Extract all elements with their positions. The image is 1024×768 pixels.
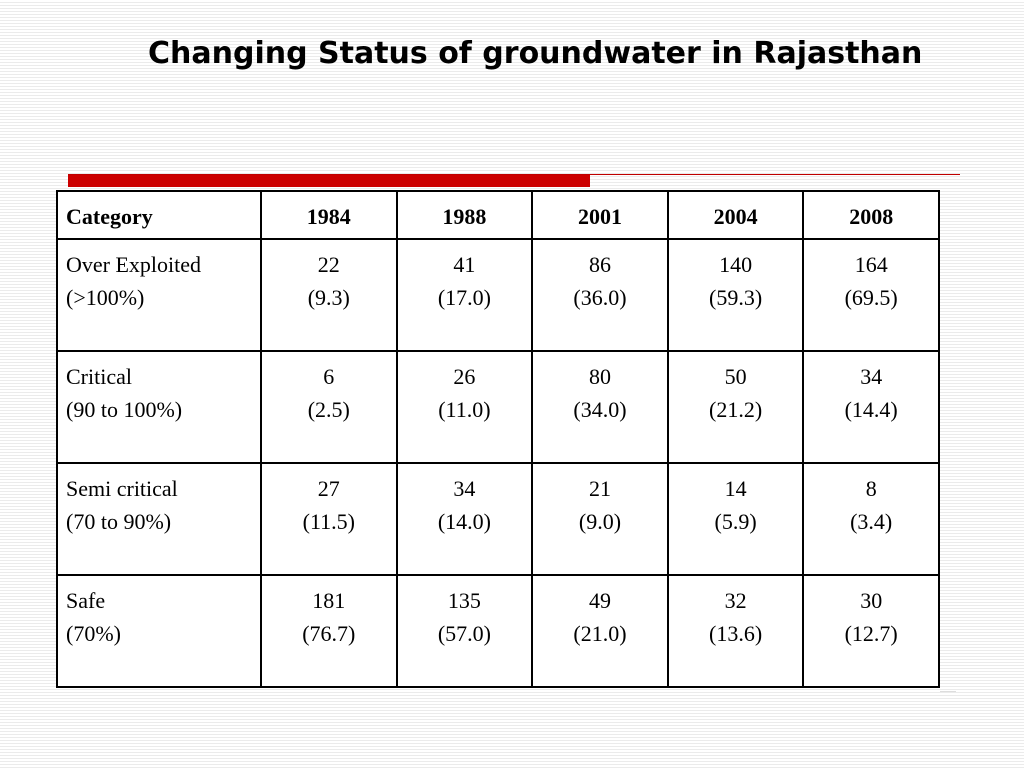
table-row-semi-critical: Semi critical (70 to 90%) 27 (11.5) 34 (… [56, 462, 940, 576]
value-cell: 86 (36.0) [531, 238, 669, 352]
percent-value: (5.9) [714, 509, 757, 534]
count-value: 32 [724, 588, 747, 613]
value-cell: 41 (17.0) [395, 238, 534, 352]
percent-value: (11.5) [302, 509, 355, 534]
value-cell: 80 (34.0) [531, 350, 669, 464]
category-name: Semi critical [66, 476, 178, 501]
table-row-over-exploited: Over Exploited (>100%) 22 (9.3) 41 (17.0… [56, 238, 940, 352]
category-name: Critical [66, 364, 132, 389]
category-name: Over Exploited [66, 252, 202, 277]
header-1984: 1984 [260, 190, 398, 240]
value-cell: 181 (76.7) [260, 574, 398, 688]
value-cell: 6 (2.5) [260, 350, 398, 464]
count-value: 181 [312, 588, 346, 613]
category-cell: Critical (90 to 100%) [56, 350, 262, 464]
count-value: 164 [854, 252, 888, 277]
count-value: 80 [588, 364, 611, 389]
value-cell: 8 (3.4) [802, 462, 940, 576]
count-value: 14 [724, 476, 747, 501]
category-cell: Safe (70%) [56, 574, 262, 688]
value-cell: 26 (11.0) [395, 350, 534, 464]
percent-value: (59.3) [709, 285, 763, 310]
count-value: 34 [860, 364, 883, 389]
value-cell: 21 (9.0) [531, 462, 669, 576]
header-2008: 2008 [802, 190, 940, 240]
header-category: Category [56, 190, 262, 240]
percent-value: (14.0) [437, 509, 491, 534]
percent-value: (12.7) [844, 621, 898, 646]
count-value: 50 [724, 364, 747, 389]
header-1988: 1988 [395, 190, 534, 240]
value-cell: 50 (21.2) [666, 350, 805, 464]
value-cell: 34 (14.4) [802, 350, 940, 464]
percent-value: (2.5) [307, 397, 350, 422]
value-cell: 135 (57.0) [395, 574, 534, 688]
accent-rule-thin [68, 174, 960, 175]
count-value: 27 [317, 476, 340, 501]
accent-rule-thick [68, 175, 590, 187]
category-range: (70 to 90%) [66, 509, 172, 534]
percent-value: (14.4) [844, 397, 898, 422]
count-value: 135 [447, 588, 481, 613]
percent-value: (21.0) [573, 621, 627, 646]
count-value: 6 [323, 364, 335, 389]
count-value: 41 [453, 252, 476, 277]
value-cell: 32 (13.6) [666, 574, 805, 688]
count-value: 140 [719, 252, 753, 277]
value-cell: 164 (69.5) [802, 238, 940, 352]
value-cell: 22 (9.3) [260, 238, 398, 352]
groundwater-status-table: Category 1984 1988 2001 2004 2008 Over E… [56, 190, 940, 688]
table-row-critical: Critical (90 to 100%) 6 (2.5) 26 (11.0) … [56, 350, 940, 464]
percent-value: (17.0) [437, 285, 491, 310]
category-cell: Semi critical (70 to 90%) [56, 462, 262, 576]
count-value: 8 [865, 476, 877, 501]
slide-title: Changing Status of groundwater in Rajast… [148, 36, 923, 71]
percent-value: (9.3) [307, 285, 350, 310]
category-range: (90 to 100%) [66, 397, 183, 422]
category-cell: Over Exploited (>100%) [56, 238, 262, 352]
count-value: 22 [317, 252, 340, 277]
category-name: Safe [66, 588, 106, 613]
percent-value: (76.7) [302, 621, 356, 646]
count-value: 86 [588, 252, 611, 277]
count-value: 26 [453, 364, 476, 389]
percent-value: (34.0) [573, 397, 627, 422]
percent-value: (36.0) [573, 285, 627, 310]
value-cell: 14 (5.9) [666, 462, 805, 576]
bottom-rule [940, 691, 956, 692]
percent-value: (11.0) [438, 397, 491, 422]
table-header-row: Category 1984 1988 2001 2004 2008 [56, 190, 940, 240]
count-value: 30 [860, 588, 883, 613]
count-value: 21 [588, 476, 611, 501]
percent-value: (57.0) [437, 621, 491, 646]
value-cell: 49 (21.0) [531, 574, 669, 688]
category-range: (70%) [66, 621, 121, 646]
percent-value: (9.0) [578, 509, 622, 534]
value-cell: 27 (11.5) [260, 462, 398, 576]
header-2001: 2001 [531, 190, 669, 240]
percent-value: (13.6) [709, 621, 763, 646]
percent-value: (3.4) [850, 509, 893, 534]
header-2004: 2004 [666, 190, 805, 240]
value-cell: 140 (59.3) [666, 238, 805, 352]
value-cell: 30 (12.7) [802, 574, 940, 688]
category-range: (>100%) [66, 285, 145, 310]
value-cell: 34 (14.0) [395, 462, 534, 576]
percent-value: (69.5) [844, 285, 898, 310]
table-row-safe: Safe (70%) 181 (76.7) 135 (57.0) 49 (21.… [56, 574, 940, 688]
percent-value: (21.2) [709, 397, 763, 422]
count-value: 49 [588, 588, 611, 613]
count-value: 34 [453, 476, 476, 501]
